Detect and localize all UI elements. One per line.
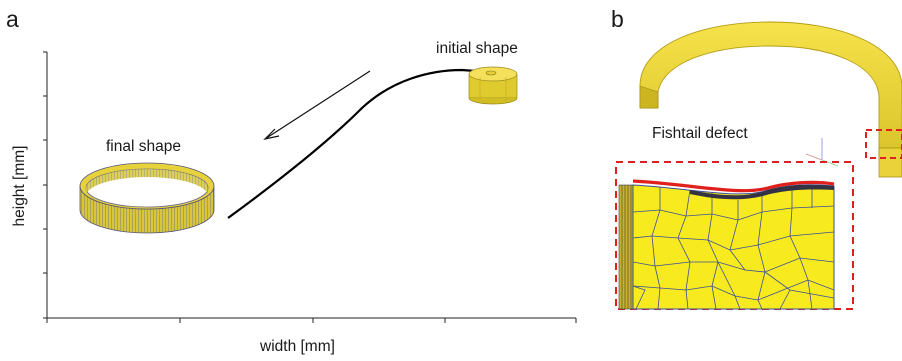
final-shape-ring (79, 162, 215, 234)
initial-shape-cylinder (468, 66, 518, 105)
half-ring-part (639, 21, 902, 178)
final-shape-label: final shape (106, 138, 181, 155)
fishtail-defect-label: Fishtail defect (652, 125, 748, 142)
defect-edge-line (632, 179, 835, 193)
defect-callout-box (865, 129, 902, 159)
initial-shape-label: initial shape (436, 40, 518, 57)
panel-b-letter: b (611, 6, 624, 32)
axis-frame (43, 51, 577, 323)
x-axis-title: width [mm] (260, 338, 335, 355)
deformation-trajectory (227, 68, 490, 219)
mesh-detail-view (615, 161, 854, 310)
direction-arrow (263, 70, 371, 141)
panel-a-letter: a (6, 6, 19, 32)
